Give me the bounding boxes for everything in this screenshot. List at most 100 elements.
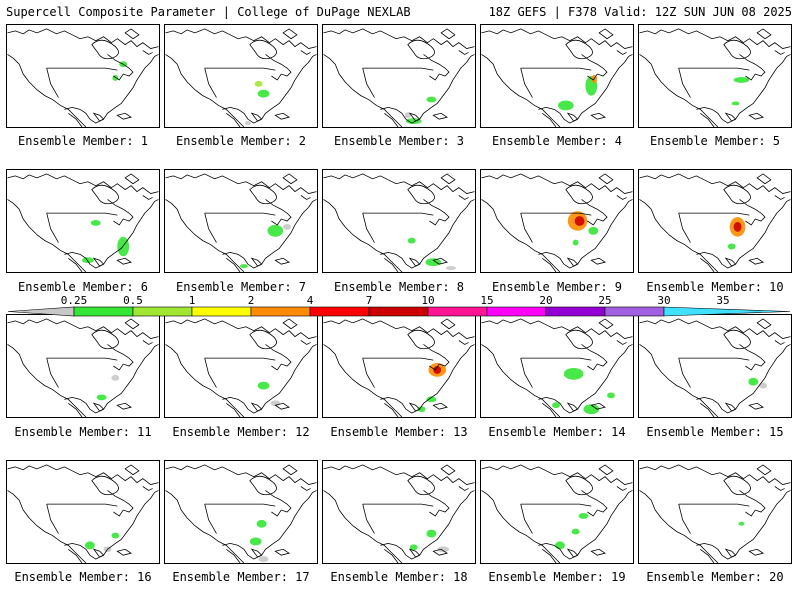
map-outline	[481, 199, 561, 272]
map-outline	[124, 28, 140, 40]
map-outline	[142, 50, 153, 55]
map-outline	[323, 464, 475, 485]
north-america-map	[7, 464, 159, 563]
map-outline	[432, 402, 449, 410]
colorbar-segment	[604, 306, 665, 317]
map-outline	[64, 54, 159, 124]
scp-field-blob	[244, 121, 251, 126]
map-outline	[204, 504, 217, 534]
colorbar-segment	[132, 306, 193, 317]
scp-field-blob	[731, 101, 740, 106]
member-caption: Ensemble Member: 12	[172, 425, 310, 439]
map-outline	[481, 28, 633, 49]
scp-field-blob	[405, 118, 422, 125]
map-outline	[300, 50, 311, 55]
member-caption: Ensemble Member: 20	[646, 570, 784, 584]
map-outline	[384, 548, 399, 563]
map-outline	[116, 548, 133, 556]
scp-field-blob	[759, 382, 767, 389]
colorbar-tick-label: 30	[657, 294, 670, 307]
map-outline	[165, 28, 317, 49]
map-outline	[107, 54, 134, 81]
ensemble-map-panel	[164, 169, 318, 273]
north-america-map	[7, 318, 159, 417]
map-outline	[282, 173, 298, 185]
map-outline	[639, 318, 791, 339]
colorbar-low-arrow	[7, 306, 75, 317]
map-outline	[91, 329, 119, 350]
scp-field-blob	[257, 381, 270, 390]
colorbar-segment	[368, 306, 429, 317]
map-outline	[380, 54, 475, 124]
north-america-map	[639, 173, 791, 272]
map-outline	[384, 112, 399, 127]
map-outline	[407, 329, 435, 350]
map-outline	[748, 112, 765, 120]
map-outline	[116, 402, 133, 410]
member-caption: Ensemble Member: 1	[17, 134, 149, 148]
north-america-map	[165, 28, 317, 127]
scp-field-blob	[552, 402, 560, 409]
map-outline	[678, 212, 750, 216]
map-outline	[481, 173, 633, 194]
map-outline	[538, 490, 633, 560]
north-america-map	[481, 173, 633, 272]
map-outline	[380, 490, 475, 560]
map-outline	[92, 548, 105, 558]
scp-field-blob	[446, 266, 456, 271]
map-outline	[423, 344, 450, 371]
colorbar-tick-label: 1	[189, 294, 196, 307]
scp-field-blob	[257, 89, 270, 98]
north-america-map	[639, 318, 791, 417]
scp-field-blob	[258, 556, 269, 563]
scp-field-blob	[571, 528, 580, 535]
scp-field-blob	[426, 529, 437, 538]
member-caption: Ensemble Member: 19	[488, 570, 626, 584]
map-outline	[91, 39, 119, 60]
map-outline	[226, 548, 241, 563]
member-caption: Ensemble Member: 13	[330, 425, 468, 439]
colorbar-tick-label: 7	[366, 294, 373, 307]
map-outline	[165, 318, 317, 339]
scp-field-blob	[583, 404, 600, 415]
map-outline	[565, 475, 593, 496]
scp-field-blob	[574, 216, 585, 226]
map-outline	[423, 54, 450, 81]
map-outline	[204, 68, 217, 98]
map-outline	[68, 402, 83, 417]
map-outline	[581, 344, 608, 371]
map-outline	[542, 257, 557, 272]
map-outline	[64, 199, 159, 269]
map-outline	[581, 54, 608, 81]
colorbar-segment	[545, 306, 606, 317]
map-outline	[222, 344, 317, 414]
scp-field-blob	[727, 243, 736, 250]
colorbar-segment	[73, 306, 134, 317]
scp-field-blob	[112, 75, 119, 81]
ensemble-map-panel	[322, 24, 476, 128]
map-outline	[590, 112, 607, 120]
colorbar-tick-label: 0.5	[123, 294, 143, 307]
map-outline	[362, 68, 375, 98]
map-outline	[165, 490, 245, 563]
map-outline	[700, 548, 715, 563]
map-outline	[520, 503, 592, 507]
map-outline	[739, 490, 766, 517]
map-outline	[724, 257, 737, 267]
ensemble-map-panel	[6, 24, 160, 128]
map-outline	[124, 318, 140, 330]
member-caption: Ensemble Member: 9	[491, 280, 623, 294]
map-outline	[565, 329, 593, 350]
scp-field-blob	[563, 367, 584, 380]
member-caption: Ensemble Member: 2	[175, 134, 307, 148]
scp-field-blob	[417, 406, 426, 413]
map-outline	[222, 54, 317, 124]
map-outline	[756, 318, 772, 330]
map-outline	[538, 199, 633, 269]
map-outline	[46, 504, 59, 534]
map-outline	[723, 329, 751, 350]
map-outline	[590, 548, 607, 556]
map-outline	[384, 402, 399, 417]
map-outline	[46, 213, 59, 243]
map-outline	[520, 67, 592, 71]
